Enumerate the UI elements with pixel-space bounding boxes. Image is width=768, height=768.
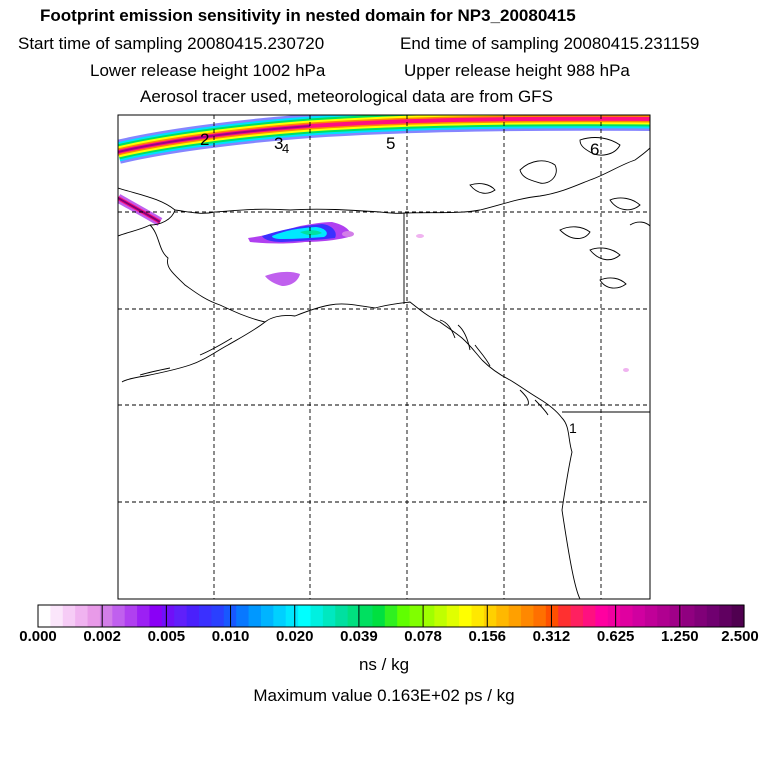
colorbar-swatch <box>471 605 485 627</box>
colorbar-swatch <box>372 605 386 627</box>
coastlines <box>118 137 650 599</box>
colorbar-swatch <box>360 605 374 627</box>
emission-plume <box>118 115 650 372</box>
colorbar-swatch <box>595 605 609 627</box>
colorbar-tick-label: 0.039 <box>340 628 378 645</box>
colorbar-tick-label: 0.312 <box>532 628 571 645</box>
colorbar-swatch <box>260 605 274 627</box>
colorbar-swatch <box>421 605 435 627</box>
colorbar-swatch <box>199 605 213 627</box>
colorbar-swatch <box>322 605 336 627</box>
colorbar-swatch <box>62 605 76 627</box>
colorbar-swatch <box>174 605 188 627</box>
colorbar-swatch <box>285 605 299 627</box>
sampling-end: End time of sampling 20080415.231159 <box>400 34 700 53</box>
colorbar-swatch <box>38 605 51 627</box>
colorbar-swatch <box>75 605 89 627</box>
colorbar-swatch <box>149 605 163 627</box>
colorbar-swatch <box>434 605 448 627</box>
colorbar-swatch <box>545 605 559 627</box>
colorbar-swatch <box>137 605 151 627</box>
page-title: Footprint emission sensitivity in nested… <box>40 6 576 25</box>
colorbar-swatch <box>298 605 312 627</box>
colorbar-swatch <box>310 605 324 627</box>
colorbar-swatch <box>483 605 497 627</box>
colorbar-swatch <box>248 605 262 627</box>
colorbar-swatch <box>558 605 572 627</box>
colorbar-swatch <box>496 605 510 627</box>
map-content: 2 3 4 5 6 1 <box>118 115 650 599</box>
colorbar-tick-label: 0.625 <box>596 628 635 645</box>
colorbar <box>37 604 745 628</box>
colorbar-tick-label: 0.005 <box>147 628 186 645</box>
colorbar-tick-label: 0.156 <box>468 628 507 645</box>
colorbar-swatch <box>682 605 696 627</box>
colorbar-tick-label: 2.500 <box>721 628 759 645</box>
colorbar-swatch <box>409 605 423 627</box>
colorbar-swatch <box>161 605 175 627</box>
colorbar-swatch <box>582 605 596 627</box>
map-frame <box>117 114 651 600</box>
colorbar-swatch <box>236 605 250 627</box>
colorbar-tick-label: 0.020 <box>275 628 314 645</box>
colorbar-swatch <box>657 605 671 627</box>
colorbar-swatch <box>694 605 708 627</box>
colorbar-swatch <box>731 605 745 627</box>
track-label: 1 <box>569 420 577 436</box>
sampling-start: Start time of sampling 20080415.230720 <box>18 34 325 53</box>
colorbar-swatch <box>112 605 126 627</box>
tracer-info: Aerosol tracer used, meteorological data… <box>140 87 553 106</box>
colorbar-swatch <box>446 605 460 627</box>
graticule <box>118 115 650 599</box>
colorbar-swatch <box>87 605 101 627</box>
colorbar-frame <box>37 604 745 628</box>
colorbar-swatch <box>570 605 584 627</box>
colorbar-swatch <box>644 605 658 627</box>
colorbar-tick-label: 0.002 <box>83 628 121 645</box>
colorbar-swatch <box>508 605 522 627</box>
colorbar-swatch <box>211 605 225 627</box>
colorbar-tick-label: 1.250 <box>661 628 699 645</box>
colorbar-swatch <box>50 605 64 627</box>
track-label: 2 <box>200 130 209 149</box>
track-label: 6 <box>590 140 599 159</box>
colorbar-swatch <box>397 605 411 627</box>
colorbar-swatch <box>632 605 646 627</box>
release-lower: Lower release height 1002 hPa <box>90 61 326 80</box>
track-labels: 2 3 4 5 6 1 <box>200 130 599 436</box>
track-label: 3 <box>274 134 283 153</box>
colorbar-swatch <box>669 605 683 627</box>
track-label: 4 <box>282 141 289 156</box>
maximum-value: Maximum value 0.163E+02 ps / kg <box>253 686 515 705</box>
colorbar-swatch <box>384 605 398 627</box>
track-label: 5 <box>386 134 395 153</box>
colorbar-swatch <box>459 605 473 627</box>
colorbar-swatch <box>620 605 634 627</box>
colorbar-tick-label: 0.078 <box>404 628 442 645</box>
colorbar-swatch <box>706 605 720 627</box>
colorbar-swatch <box>347 605 361 627</box>
colorbar-swatch <box>273 605 287 627</box>
colorbar-swatch <box>124 605 138 627</box>
colorbar-swatch <box>607 605 621 627</box>
colorbar-tick-label: 0.000 <box>19 628 57 645</box>
colorbar-swatch <box>521 605 535 627</box>
colorbar-swatch <box>186 605 200 627</box>
colorbar-swatch <box>719 605 733 627</box>
colorbar-units: ns / kg <box>358 655 410 674</box>
colorbar-swatch <box>533 605 547 627</box>
release-upper: Upper release height 988 hPa <box>404 61 630 80</box>
colorbar-swatch <box>335 605 349 627</box>
colorbar-tick-label: 0.010 <box>211 628 250 645</box>
colorbar-swatch <box>99 605 113 627</box>
